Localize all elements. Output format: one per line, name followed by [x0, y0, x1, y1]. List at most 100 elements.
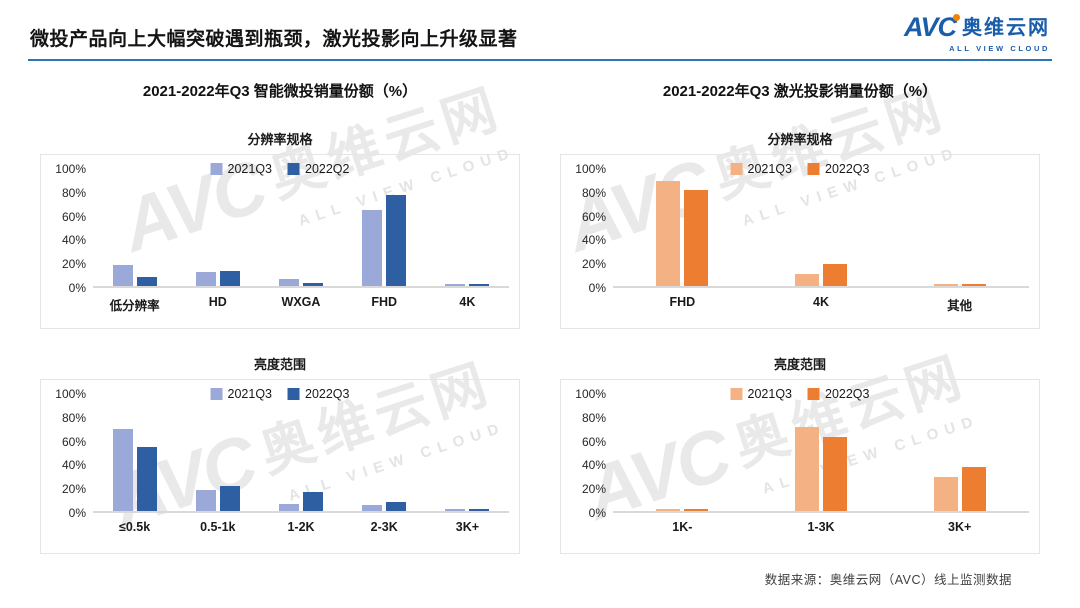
bar — [656, 509, 681, 511]
column-smart-projector: 2021-2022年Q3 智能微投销量份额（%） 分辨率规格 2021Q3 202… — [30, 80, 530, 554]
bar-pair — [656, 169, 709, 286]
data-source-note: 数据来源：奥维云网（AVC）线上监测数据 — [764, 573, 1012, 587]
legend-swatch — [210, 163, 223, 175]
legend-item: 2021Q3 — [730, 162, 792, 176]
x-tick-label: 2-3K — [370, 520, 398, 534]
chart-smart-brightness: 亮度范围 2021Q3 2022Q3 100% 80% 60% 40% 20% 0% ≤0.… — [30, 354, 530, 554]
y-axis: 100% 80% 60% 40% 20% 0% — [575, 162, 606, 295]
legend-label: 2021Q3 — [747, 162, 792, 176]
chart-panel: 2021Q3 2022Q2 100% 80% 60% 40% 20% 0% 低分辨率 HD WX… — [40, 154, 520, 329]
bar-pair — [445, 169, 490, 286]
x-tick-label: 0.5-1k — [200, 520, 236, 534]
bar-group: 其他 — [890, 169, 1029, 313]
bar-group: 低分辨率 — [93, 169, 176, 313]
bar — [303, 492, 323, 511]
bar — [656, 180, 681, 286]
bar-pair — [195, 169, 240, 286]
chart-title: 亮度范围 — [773, 357, 826, 372]
bar-group: FHD — [343, 169, 426, 309]
bar-group: FHD — [613, 169, 752, 309]
avc-logo-name-en: ALL VIEW CLOUD — [949, 44, 1050, 53]
legend-swatch — [730, 388, 743, 400]
bar — [469, 509, 490, 511]
x-tick-label: WXGA — [281, 295, 321, 309]
legend-item: 2021Q3 — [730, 387, 792, 401]
bar-pair — [362, 169, 407, 286]
bar — [961, 466, 986, 511]
bar — [795, 274, 819, 286]
chart-title: 分辨率规格 — [247, 132, 313, 147]
page-title: 微投产品向上大幅突破遇到瓶颈，激光投影向上升级显著 — [30, 29, 518, 50]
chart-laser-resolution: 分辨率规格 2021Q3 2022Q3 100% 80% 60% 40% 20% 0% FH… — [550, 129, 1050, 329]
bar-pair — [795, 394, 847, 511]
column-title-laser: 2021-2022年Q3 激光投影销量份额（%） — [662, 83, 938, 100]
x-tick-label: 1-3K — [807, 520, 835, 534]
legend-label: 2022Q2 — [305, 162, 350, 176]
bar — [136, 276, 157, 286]
x-tick-label: 3K+ — [455, 520, 480, 534]
bar-group: 4K — [752, 169, 891, 309]
bar — [469, 283, 490, 286]
plot-area: 100% 80% 60% 40% 20% 0% 低分辨率 HD WXGA FHD 4K — [49, 162, 509, 313]
bar — [136, 446, 157, 511]
chart-legend: 2021Q3 2022Q2 — [210, 162, 350, 176]
legend-item: 2022Q3 — [808, 387, 869, 401]
legend-item: 2021Q3 — [210, 387, 272, 401]
bar-group: 4K — [426, 169, 509, 309]
bar — [195, 271, 216, 286]
bar-group: 3K+ — [890, 394, 1029, 534]
bar — [219, 270, 240, 286]
bar-pair — [933, 394, 986, 511]
bar-pair — [112, 169, 157, 286]
column-laser-projector: 2021-2022年Q3 激光投影销量份额（%） 分辨率规格 2021Q3 202… — [550, 80, 1050, 554]
bar — [195, 489, 216, 511]
bar — [823, 437, 847, 511]
x-tick-label: HD — [208, 295, 227, 309]
legend-label: 2022Q3 — [825, 387, 870, 401]
bar — [362, 505, 383, 511]
y-axis: 100% 80% 60% 40% 20% 0% — [55, 162, 86, 295]
avc-logo-row: AVC 奥维云网 — [904, 14, 1050, 41]
x-tick-label: 4K — [459, 295, 476, 309]
chart-legend: 2021Q3 2022Q3 — [730, 162, 870, 176]
x-tick-label: 其他 — [947, 299, 973, 313]
bar-group: 3K+ — [426, 394, 509, 534]
chart-smart-resolution: 分辨率规格 2021Q3 2022Q2 100% 80% 60% 40% 20% 0% 低分… — [30, 129, 530, 329]
avc-logo-name-cn: 奥维云网 — [962, 16, 1050, 39]
bar — [795, 426, 819, 511]
legend-swatch — [808, 163, 820, 175]
chart-laser-brightness: 亮度范围 2021Q3 2022Q3 100% 80% 60% 40% 20% 0% 1K-… — [550, 354, 1050, 554]
bar — [386, 501, 407, 511]
avc-logo: AVC 奥维云网 ALL VIEW CLOUD — [904, 14, 1050, 54]
x-tick-label: ≤0.5k — [118, 520, 151, 534]
legend-swatch — [730, 163, 743, 175]
x-tick-label: 1-2K — [287, 520, 315, 534]
x-tick-label: FHD — [669, 295, 696, 309]
chart-legend: 2021Q3 2022Q3 — [210, 387, 349, 401]
bar — [445, 509, 466, 511]
plot: ≤0.5k 0.5-1k 1-2K 2-3K 3K+ — [93, 394, 509, 534]
chart-panel: 2021Q3 2022Q3 100% 80% 60% 40% 20% 0% FHD 4K 其他 — [560, 154, 1040, 329]
chart-legend: 2021Q3 2022Q3 — [730, 387, 869, 401]
bar-pair — [933, 169, 986, 286]
legend-swatch — [288, 163, 300, 175]
bar — [933, 284, 958, 286]
legend-item: 2021Q3 — [210, 162, 272, 176]
bar — [684, 190, 709, 286]
bar — [303, 282, 323, 286]
bar-group: 1-3K — [752, 394, 891, 534]
bar-pair — [656, 394, 709, 511]
chart-title: 亮度范围 — [253, 357, 306, 372]
plot-area: 100% 80% 60% 40% 20% 0% 1K- 1-3K 3K+ — [569, 387, 1029, 534]
bar-pair — [445, 394, 490, 511]
legend-label: 2022Q3 — [825, 162, 870, 176]
bar-pair — [279, 169, 323, 286]
bar — [823, 263, 847, 286]
bar — [279, 503, 299, 511]
chart-panel: 2021Q3 2022Q3 100% 80% 60% 40% 20% 0% 1K- 1-3K 3… — [560, 379, 1040, 554]
column-title-smart: 2021-2022年Q3 智能微投销量份额（%） — [142, 83, 418, 100]
bar-group: 2-3K — [343, 394, 426, 534]
bar-group: 1K- — [613, 394, 752, 534]
x-tick-label: FHD — [371, 295, 398, 309]
